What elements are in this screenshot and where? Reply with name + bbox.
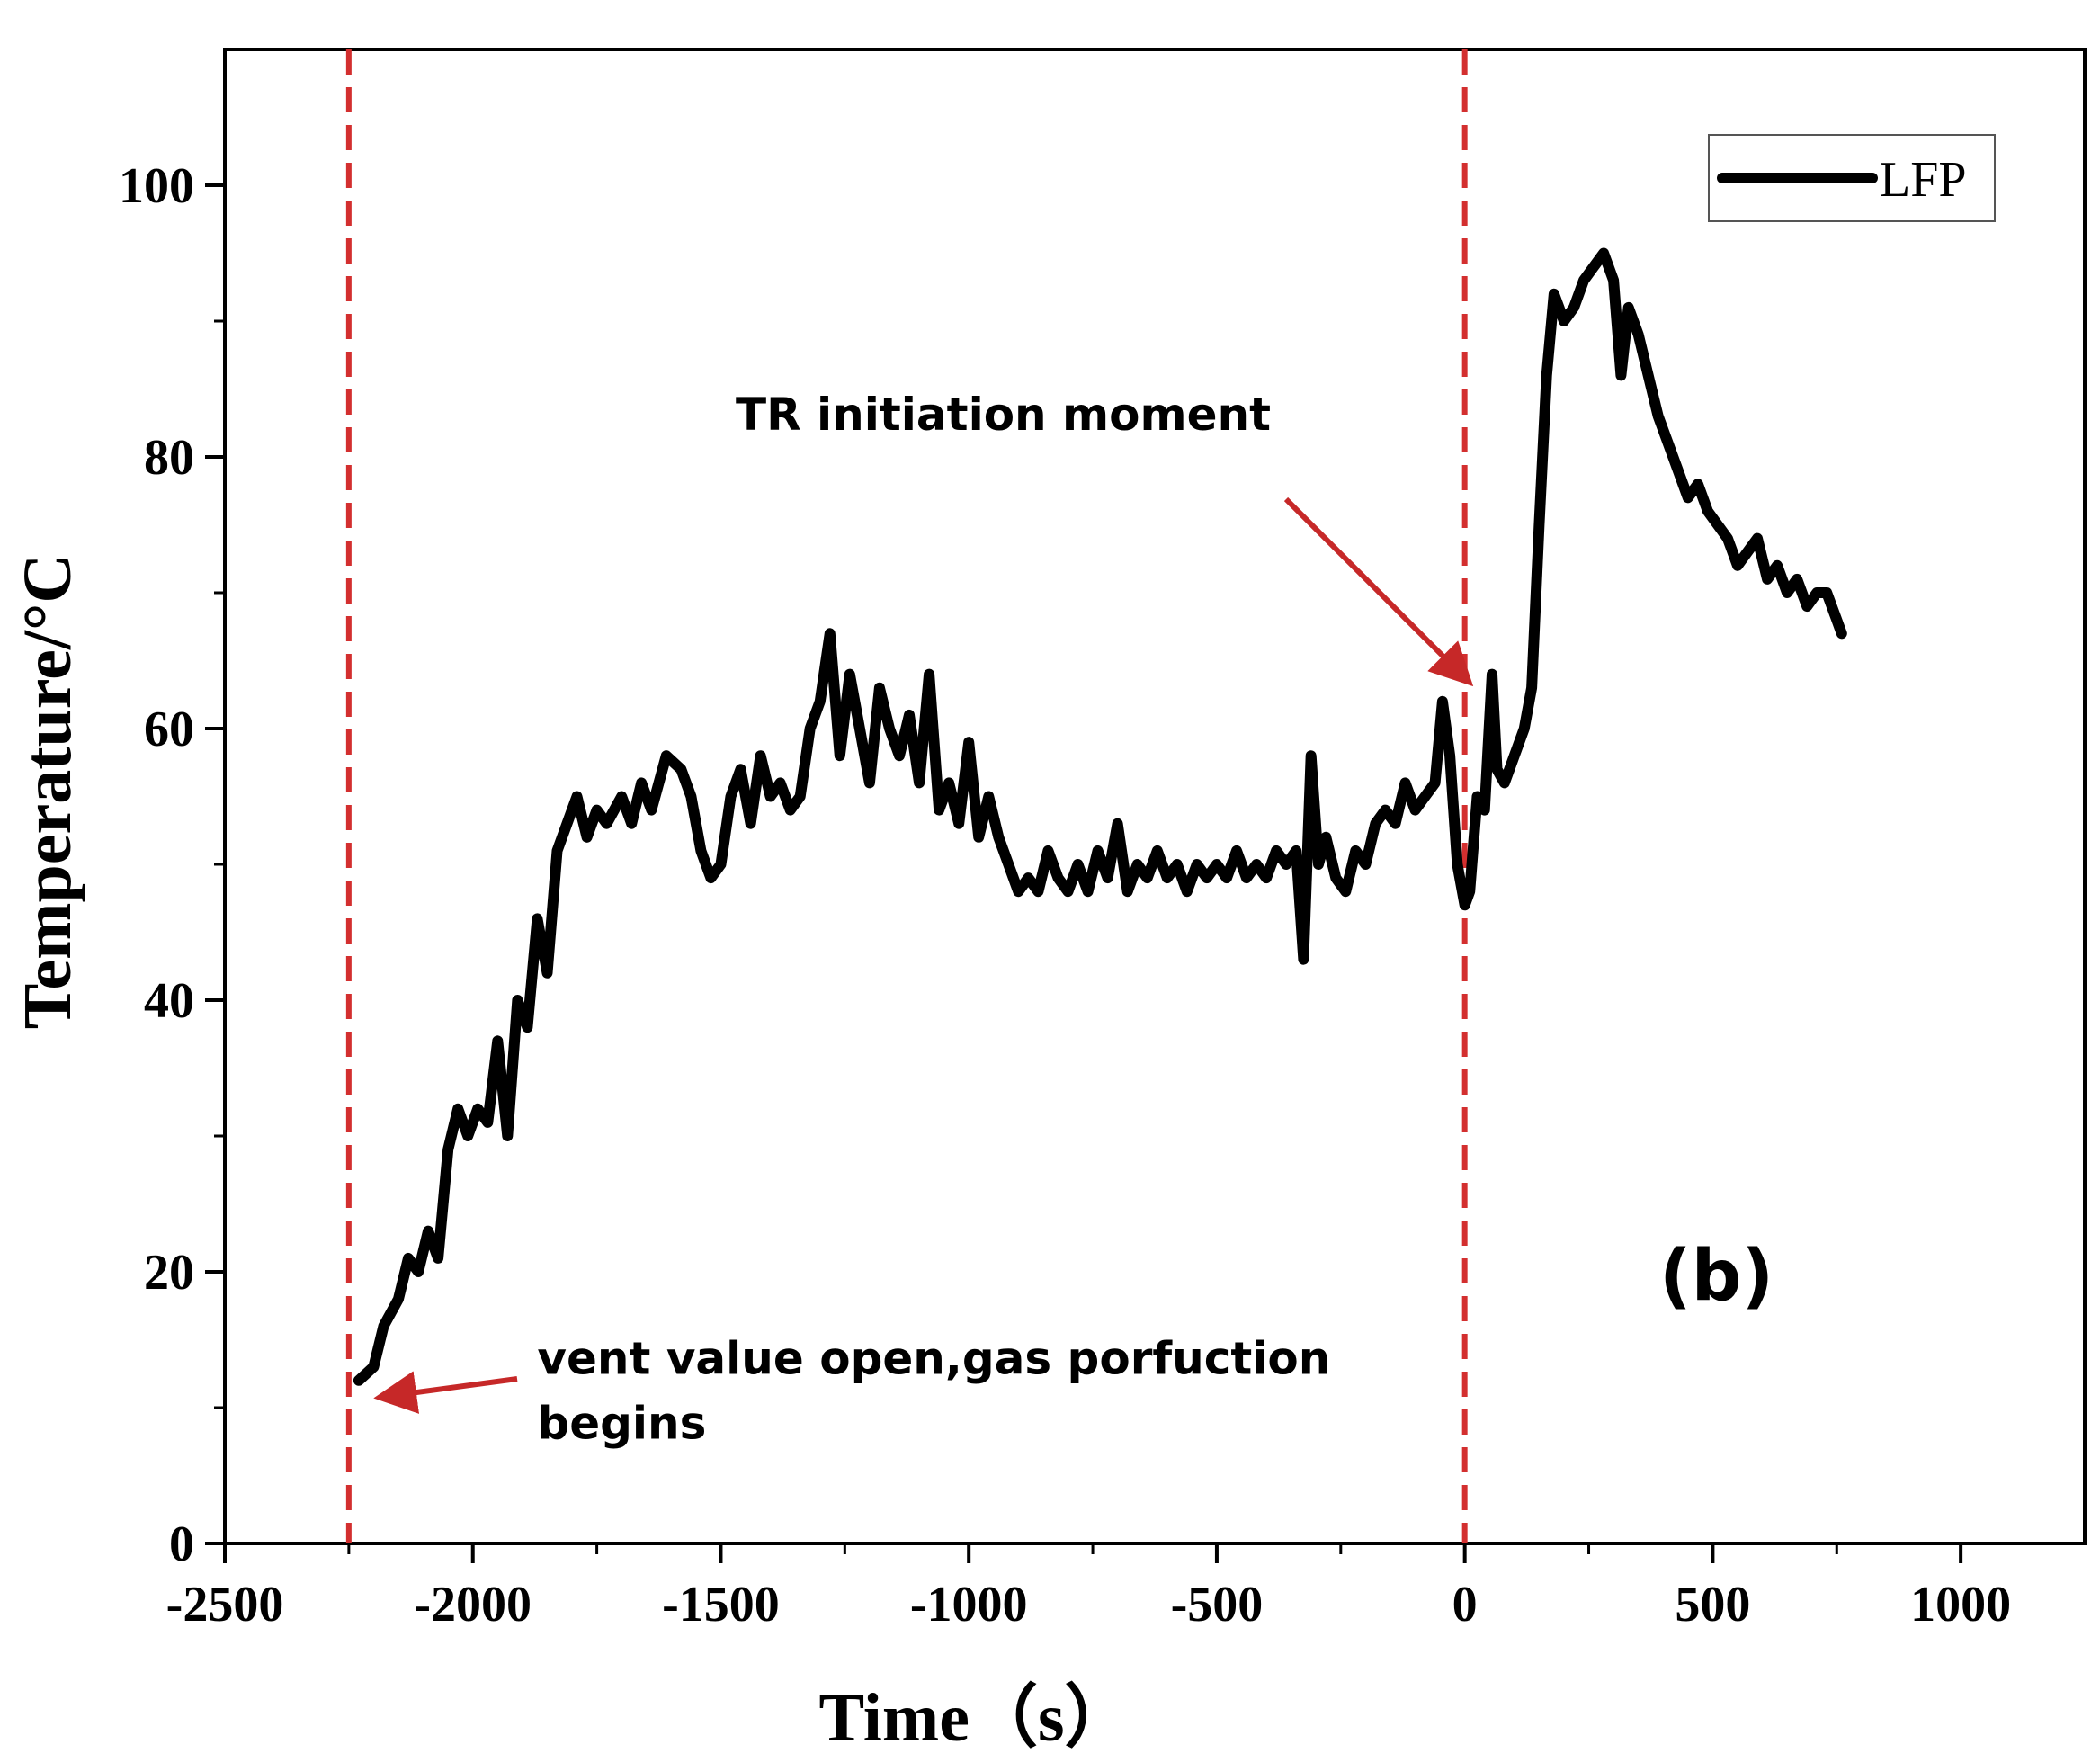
plot-frame	[223, 48, 2087, 1545]
y-tick-label: 80	[144, 430, 194, 486]
y-tick-label: 20	[144, 1245, 194, 1301]
x-tick-label: -2000	[414, 1577, 532, 1632]
annotation-arrow-tr-initiation	[1283, 496, 1474, 687]
y-tick-label: 60	[144, 702, 194, 757]
y-axis-title: Temperature/°C	[10, 554, 85, 1030]
x-axis-title: Time（s）	[818, 1680, 1132, 1756]
x-tick-label: -1000	[910, 1577, 1028, 1632]
reference-lines	[345, 49, 1468, 1543]
y-tick-label: 40	[144, 973, 194, 1029]
legend-label: LFP	[1880, 152, 1967, 208]
y-tick-label: 100	[119, 158, 194, 214]
y-tick-label: 0	[169, 1516, 194, 1572]
annotations: TR initiation moment vent value open,gas …	[373, 389, 1474, 1449]
series-line-lfp	[353, 247, 1847, 1386]
x-tick-label: 500	[1675, 1577, 1750, 1632]
panel-label: (b)	[1659, 1236, 1774, 1317]
annotation-vent-open: vent value open,gas porfuction begins	[537, 1332, 1330, 1449]
annotation-tr-initiation: TR initiation moment	[736, 389, 1271, 441]
x-tick-label: -2500	[166, 1577, 284, 1632]
annotation-vent-open-line: vent value open,gas porfuction	[537, 1332, 1330, 1384]
legend: LFP	[1708, 134, 1996, 222]
axes: -2500 -2000 -1500 -1000 -500 0 500 1000 0 20 40 60 8…	[119, 48, 2087, 1632]
annotation-arrow-vent-open	[373, 1371, 518, 1414]
annotation-vent-open-line: begins	[537, 1397, 706, 1449]
x-tick-label: -500	[1171, 1577, 1264, 1632]
series-group	[353, 247, 1847, 1386]
x-tick-label: 0	[1452, 1577, 1478, 1632]
x-tick-label: 1000	[1910, 1577, 2011, 1632]
x-tick-label: -1500	[662, 1577, 780, 1632]
